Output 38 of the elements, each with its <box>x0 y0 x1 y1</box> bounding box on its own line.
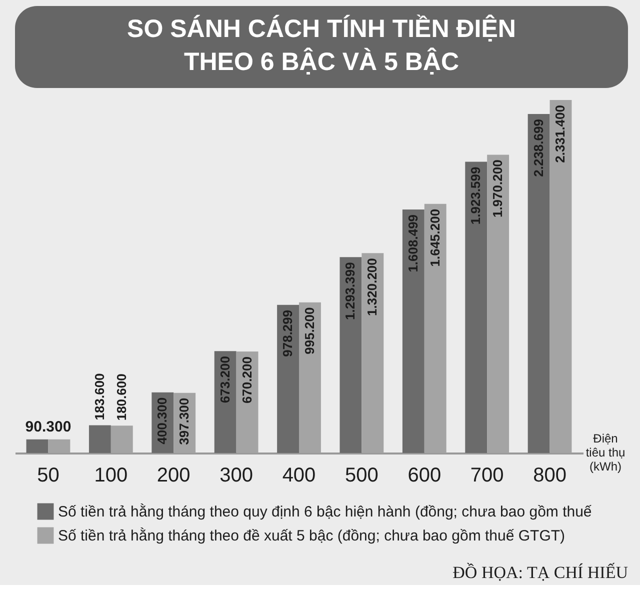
data-label: 2.331.400 <box>552 105 568 163</box>
x-tick-label: 800 <box>533 464 566 486</box>
x-tick-label: 400 <box>282 464 316 486</box>
data-label: 1.293.399 <box>342 262 358 320</box>
x-axis-title: Điện tiêu thụ (kWh) <box>586 432 626 474</box>
x-tick-label: 50 <box>37 464 60 486</box>
data-label: 1.645.200 <box>427 208 442 267</box>
data-label: 995.200 <box>302 307 317 354</box>
bar <box>465 162 488 453</box>
data-label: 90.300 <box>25 418 72 436</box>
legend-label: Số tiền trả hằng tháng theo đề xuất 5 bậc (đồng; chưa bao gồm thuế GTGT) <box>58 526 566 544</box>
x-tick-label: 200 <box>156 464 190 486</box>
x-tick-label: 100 <box>94 464 128 486</box>
x-tick-label: 300 <box>220 464 253 486</box>
data-label: 670.200 <box>239 356 254 404</box>
data-label: 397.300 <box>176 398 192 445</box>
bar <box>277 304 299 453</box>
x-tick-label: 500 <box>345 464 378 486</box>
data-label: 180.600 <box>114 374 129 421</box>
data-label: 673.200 <box>217 356 232 404</box>
data-label: 400.300 <box>154 397 170 444</box>
bar <box>88 425 111 453</box>
bar <box>340 257 362 453</box>
data-label: 2.238.699 <box>530 119 546 177</box>
data-label: 1.608.499 <box>405 214 420 272</box>
data-label: 1.320.200 <box>364 258 380 316</box>
x-tick-label: 600 <box>408 464 442 486</box>
bar <box>528 114 550 453</box>
data-label: 978.299 <box>280 310 296 357</box>
legend-label: Số tiền trả hằng tháng theo quy định 6 bậc hiện hành (đồng; chưa bao gồm thuế <box>58 502 592 520</box>
bar <box>26 439 48 453</box>
text: ĐỒ HỌA: TẠ CHÍ HIẾU <box>452 562 628 582</box>
x-tick-label: 700 <box>470 464 504 486</box>
bar <box>402 209 424 453</box>
chart-title: SO SÁNH CÁCH TÍNH TIỀN ĐIỆN THEO 6 BẬC VÀ 5 BẬC <box>127 14 516 76</box>
data-label: 183.600 <box>92 373 107 420</box>
data-label: 1.923.599 <box>468 166 484 225</box>
data-label: 1.970.200 <box>490 160 506 218</box>
